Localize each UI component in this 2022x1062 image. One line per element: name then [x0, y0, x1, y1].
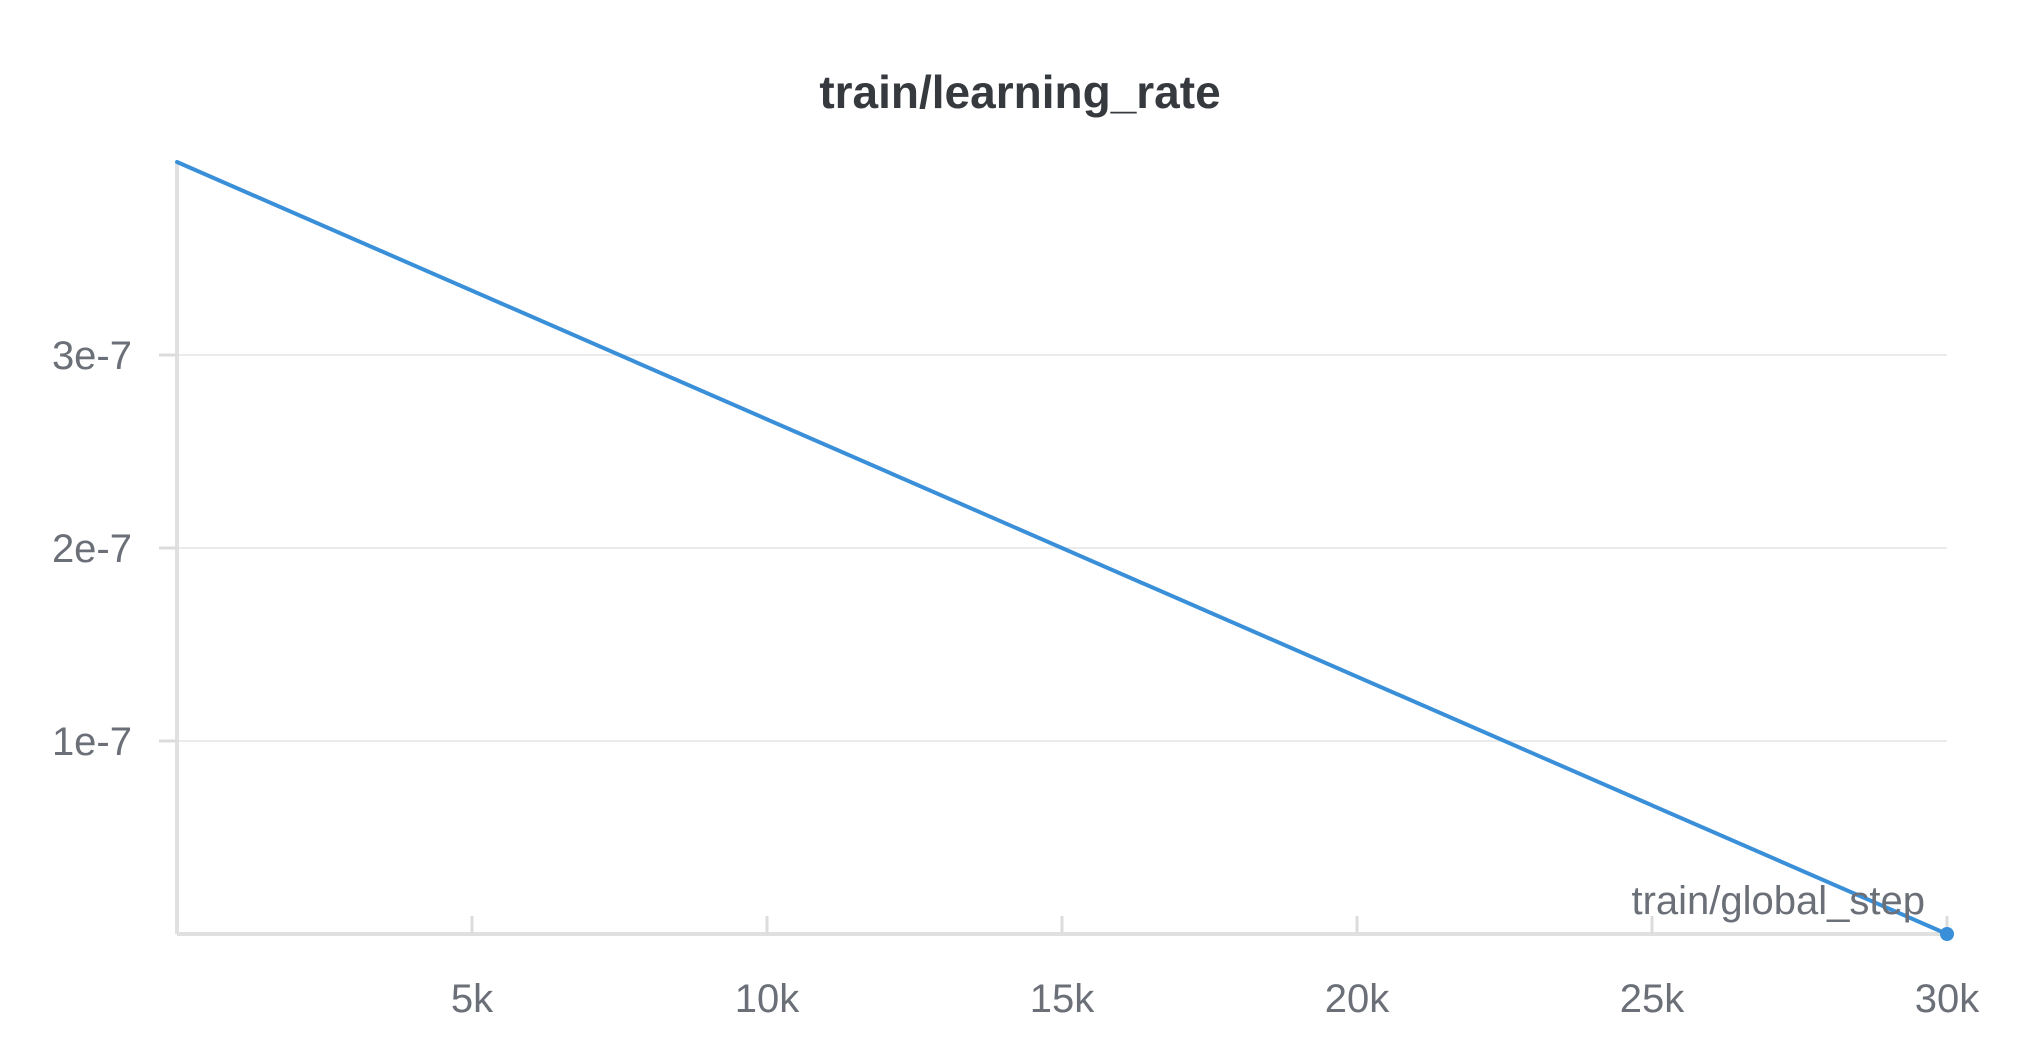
x-tick-label: 30k [1915, 977, 1980, 1021]
chart-title: train/learning_rate [819, 66, 1220, 118]
x-axis-ticks: 5k 10k 15k 20k 25k 30k [451, 916, 1980, 1021]
y-axis-ticks: 1e-7 2e-7 3e-7 [52, 334, 177, 764]
series-layer[interactable] [175, 160, 1954, 941]
x-tick-label: 15k [1030, 977, 1095, 1021]
x-tick-label: 5k [451, 977, 494, 1021]
x-tick-label: 25k [1620, 977, 1685, 1021]
y-tick-label: 2e-7 [52, 527, 132, 571]
x-tick-label: 10k [735, 977, 800, 1021]
y-tick-label: 3e-7 [52, 334, 132, 378]
series-endpoint-marker[interactable] [1940, 927, 1954, 941]
series-line[interactable] [175, 160, 1949, 936]
x-axis-title: train/global_step [1631, 879, 1925, 923]
x-tick-label: 20k [1325, 977, 1390, 1021]
y-tick-label: 1e-7 [52, 720, 132, 764]
